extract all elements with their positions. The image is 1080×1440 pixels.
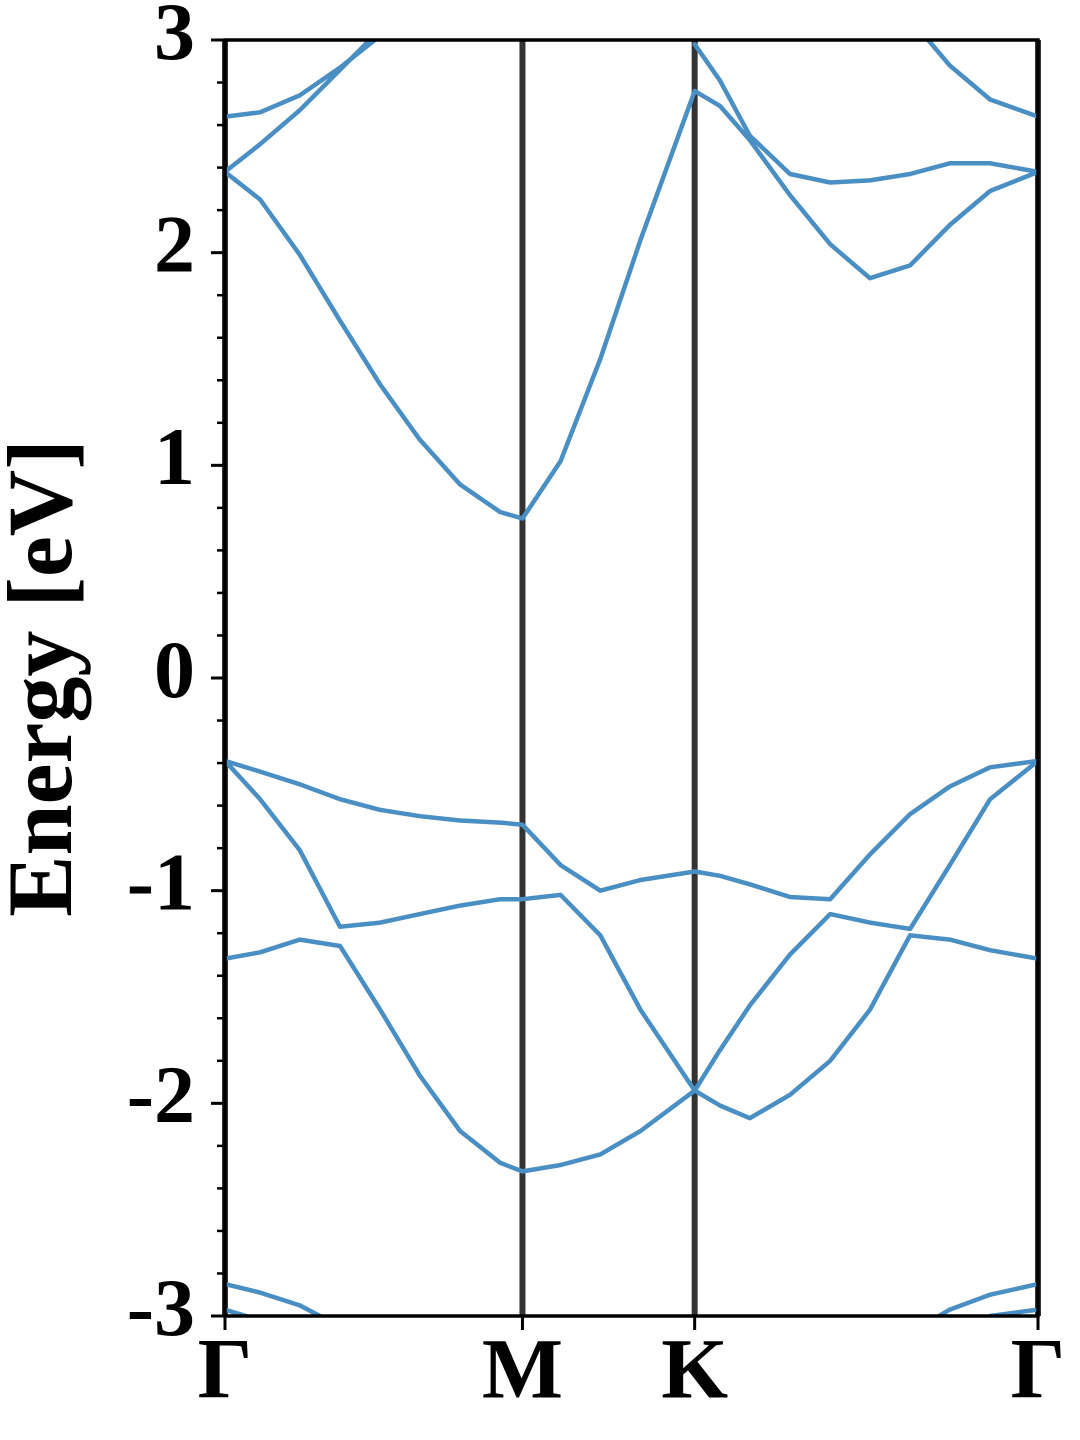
band-line	[225, 40, 1038, 185]
y-tick-label: 1	[154, 411, 195, 502]
band-line	[225, 933, 1038, 1174]
band-line	[225, 40, 1038, 119]
band-line	[225, 1281, 1038, 1316]
y-tick-label: 0	[154, 624, 195, 715]
plot-frame	[223, 38, 1040, 1318]
y-axis-label: Energy [eV]	[0, 439, 91, 917]
y-tick-label: 3	[154, 0, 195, 77]
y-tick-label: -3	[127, 1262, 195, 1353]
band-line	[225, 758, 1038, 1093]
x-tick-label: K	[661, 1321, 728, 1417]
y-tick-label: 2	[154, 198, 195, 289]
band-line	[225, 88, 1038, 521]
y-tick-label: -1	[127, 836, 195, 927]
y-tick-label: -2	[127, 1049, 195, 1140]
x-tick-label: Γ	[198, 1321, 253, 1417]
x-tick-label: Γ	[1011, 1321, 1066, 1417]
band-line	[225, 758, 1038, 902]
x-tick-label: M	[482, 1321, 563, 1417]
bands	[225, 40, 1038, 1316]
